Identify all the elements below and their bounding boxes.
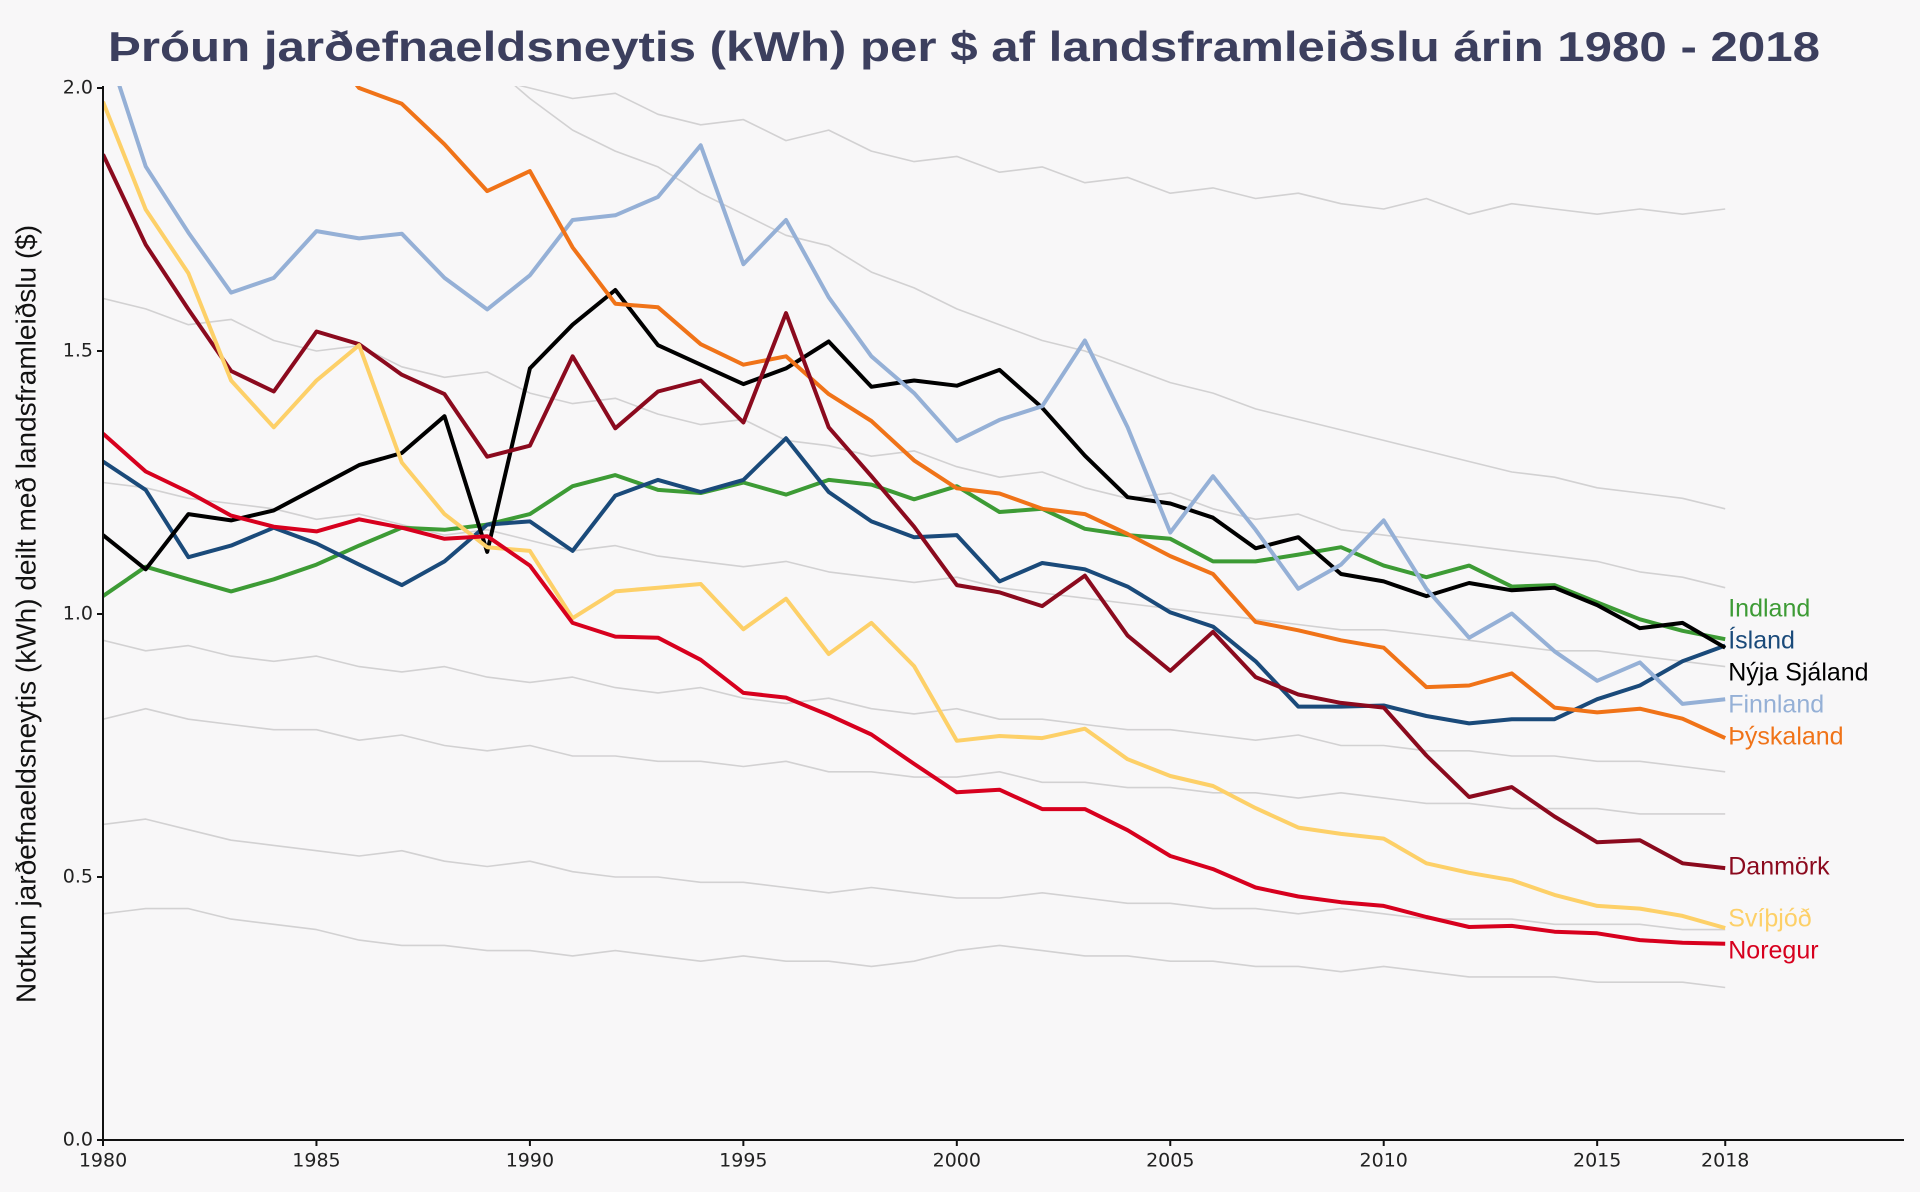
series-line bbox=[103, 432, 1726, 946]
series-label: Svíþjóð bbox=[1728, 905, 1811, 933]
background-line bbox=[103, 818, 1726, 931]
background-line bbox=[103, 707, 1726, 815]
series-label: Noregur bbox=[1728, 937, 1818, 965]
y-tick-label: 1.5 bbox=[63, 340, 93, 362]
series-line bbox=[103, 473, 1726, 642]
series-label: Þýskaland bbox=[1728, 723, 1843, 751]
series-line bbox=[103, 100, 1726, 930]
x-tick-label: 2000 bbox=[933, 1150, 981, 1172]
x-tick-label: 1990 bbox=[506, 1150, 554, 1172]
series-line bbox=[117, 86, 1726, 706]
series-line bbox=[354, 86, 1727, 740]
series-line bbox=[103, 436, 1726, 726]
background-line bbox=[514, 86, 1726, 510]
y-tick-label: 1.0 bbox=[63, 603, 93, 625]
series-label: Indland bbox=[1728, 595, 1810, 623]
background-line bbox=[103, 907, 1726, 989]
x-tick-label: 2015 bbox=[1573, 1150, 1621, 1172]
y-axis-label: Notkun jarðefnaeldsneytis (kWh) deilt me… bbox=[10, 225, 41, 1003]
series-line bbox=[103, 288, 1727, 650]
y-tick-label: 0.5 bbox=[63, 866, 93, 888]
plot-area bbox=[103, 86, 1727, 989]
x-tick-label: 2010 bbox=[1360, 1150, 1408, 1172]
background-line bbox=[518, 86, 1726, 215]
x-tick-label: 1980 bbox=[79, 1150, 127, 1172]
series-line bbox=[103, 153, 1726, 871]
background-line bbox=[103, 481, 1726, 668]
y-tick-label: 2.0 bbox=[63, 77, 93, 99]
series-label: Finnland bbox=[1728, 691, 1824, 719]
series-label: Ísland bbox=[1728, 626, 1795, 655]
x-tick-label: 2005 bbox=[1146, 1150, 1194, 1172]
x-tick-label: 1985 bbox=[292, 1150, 340, 1172]
y-tick-label: 0.0 bbox=[63, 1129, 93, 1151]
background-line bbox=[103, 639, 1726, 773]
series-label: Danmörk bbox=[1728, 853, 1830, 881]
x-tick-label: 1995 bbox=[719, 1150, 767, 1172]
series-label: Nýja Sjáland bbox=[1728, 659, 1868, 687]
chart-title: Þróun jarðefnaeldsneytis (kWh) per $ af … bbox=[108, 23, 1820, 70]
x-tick-label: 2018 bbox=[1701, 1150, 1749, 1172]
